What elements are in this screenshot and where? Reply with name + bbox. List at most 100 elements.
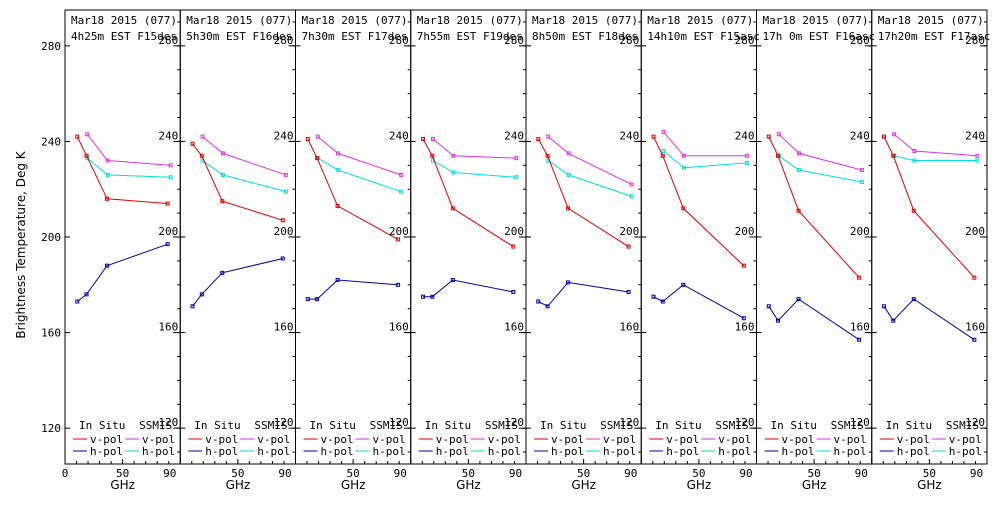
data-point-ssmis_v (431, 137, 436, 142)
x-tick-label: 50 (347, 467, 360, 480)
series-line-insitu_h (192, 258, 283, 307)
panel-7: Mar18 2015 (077) 17h 0m EST F16asc 120 160 2… (756, 9, 876, 465)
panel-2: Mar18 2015 (077) 5h30m EST F16des 120 160 20… (179, 9, 296, 465)
panel-subtitle: 5h30m EST F16des (186, 30, 292, 43)
data-point-insitu_v (545, 153, 550, 158)
data-point-insitu_v (199, 153, 204, 158)
y-tick-label: 280 (389, 34, 409, 47)
x-tick-label: 90 (163, 467, 176, 480)
data-point-insitu_v (536, 137, 541, 142)
data-point-insitu_h (315, 297, 320, 302)
legend-label-insitu: v-pol (436, 433, 469, 446)
y-tick-label: 200 (158, 225, 178, 238)
panel-subtitle: 17h 0m EST F16asc (763, 30, 876, 43)
y-tick-label: 240 (850, 129, 870, 142)
data-point-insitu_v (75, 134, 80, 139)
panel-3: Mar18 2015 (077) 7h30m EST F17des 120 160 20… (295, 9, 412, 465)
data-point-insitu_h (882, 304, 887, 309)
legend-label-insitu: v-pol (90, 433, 123, 446)
data-point-insitu_h (545, 304, 550, 309)
legend-label-ssmis: h-pol (257, 445, 290, 458)
data-point-ssmis_v (546, 134, 551, 139)
legend-label-insitu: h-pol (551, 445, 584, 458)
legend-label-ssmis: h-pol (142, 445, 175, 458)
y-tick-label: 160 (850, 321, 870, 334)
y-tick-label: 120 (504, 416, 524, 429)
data-point-insitu_v (660, 153, 665, 158)
y-tick-label: 120 (619, 416, 639, 429)
data-point-insitu_h (911, 297, 916, 302)
x-tick-label: 90 (855, 467, 868, 480)
series-line-insitu_h (883, 298, 975, 341)
panel-subtitle: 17h20m EST F17asc (878, 30, 991, 43)
y-tick-label: 160 (389, 321, 409, 334)
series-line-insitu_v (883, 136, 975, 278)
series-line-ssmis_v (432, 138, 517, 159)
data-point-ssmis_v (399, 172, 404, 177)
data-point-insitu_v (857, 275, 862, 280)
data-point-ssmis_h (105, 172, 110, 177)
legend-label-insitu: h-pol (782, 445, 815, 458)
data-point-ssmis_v (514, 156, 519, 161)
data-point-ssmis_v (744, 153, 749, 158)
data-point-ssmis_v (860, 168, 865, 173)
legend-label-insitu: h-pol (321, 445, 354, 458)
data-point-ssmis_v (85, 132, 90, 137)
y-tick-label: 280 (850, 34, 870, 47)
legend-label-insitu: h-pol (897, 445, 930, 458)
x-tick-label: 0 (62, 467, 69, 480)
series-line-ssmis_v (202, 136, 287, 176)
legend-label-ssmis: h-pol (603, 445, 636, 458)
x-axis-label: GHz (110, 478, 135, 492)
data-point-ssmis_v (220, 151, 225, 156)
y-tick-label: 160 (965, 321, 985, 334)
data-point-insitu_v (105, 196, 110, 201)
series-line-ssmis_v (663, 131, 747, 157)
legend-label-insitu: v-pol (897, 433, 930, 446)
y-tick-label: 240 (504, 129, 524, 142)
data-point-insitu_h (972, 337, 977, 342)
data-point-insitu_h (651, 294, 656, 299)
panel-subtitle: 14h10m EST F15asc (647, 30, 760, 43)
legend-label-ssmis: h-pol (718, 445, 751, 458)
data-point-ssmis_v (661, 129, 666, 134)
y-tick-label: 160 (158, 321, 178, 334)
series-line-insitu_v (307, 138, 399, 240)
data-point-insitu_v (891, 153, 896, 158)
y-tick-label: 240 (965, 129, 985, 142)
y-tick-label: 120 (735, 416, 755, 429)
legend-label-ssmis: v-pol (488, 433, 521, 446)
data-point-insitu_v (796, 208, 801, 213)
series-line-ssmis_v (893, 133, 978, 157)
y-tick-label: 240 (389, 129, 409, 142)
x-tick-label: 50 (692, 467, 705, 480)
data-point-ssmis_h (860, 180, 865, 185)
x-axis-label: GHz (802, 478, 827, 492)
y-tick-label: 200 (274, 225, 294, 238)
data-point-insitu_v (741, 263, 746, 268)
data-point-ssmis_h (220, 172, 225, 177)
data-point-ssmis_h (399, 189, 404, 194)
panel-title: Mar18 2015 (077) (417, 14, 523, 27)
y-tick-label: 200 (504, 225, 524, 238)
data-point-insitu_v (190, 141, 195, 146)
legend-label-insitu: v-pol (551, 433, 584, 446)
legend-label-insitu: v-pol (321, 433, 354, 446)
y-tick-label: 160 (504, 321, 524, 334)
x-tick-label: 90 (278, 467, 291, 480)
legend-label-insitu: v-pol (782, 433, 815, 446)
data-point-ssmis_h (744, 160, 749, 165)
panel-6: Mar18 2015 (077) 14h10m EST F15asc 120 160 2… (640, 9, 760, 465)
y-tick-label: 120 (274, 416, 294, 429)
legend-insitu-header: In Situ (655, 419, 701, 432)
data-point-ssmis_v (776, 132, 781, 137)
panel-5: Mar18 2015 (077) 8h50m EST F18des 120 160 20… (525, 9, 642, 465)
x-tick-label: 50 (808, 467, 821, 480)
y-tick-label-left: 200 (41, 231, 61, 244)
data-point-ssmis_h (975, 158, 980, 163)
data-point-ssmis_v (315, 134, 320, 139)
data-point-insitu_h (450, 278, 455, 283)
series-line-insitu_v (768, 136, 860, 278)
legend-label-insitu: h-pol (436, 445, 469, 458)
